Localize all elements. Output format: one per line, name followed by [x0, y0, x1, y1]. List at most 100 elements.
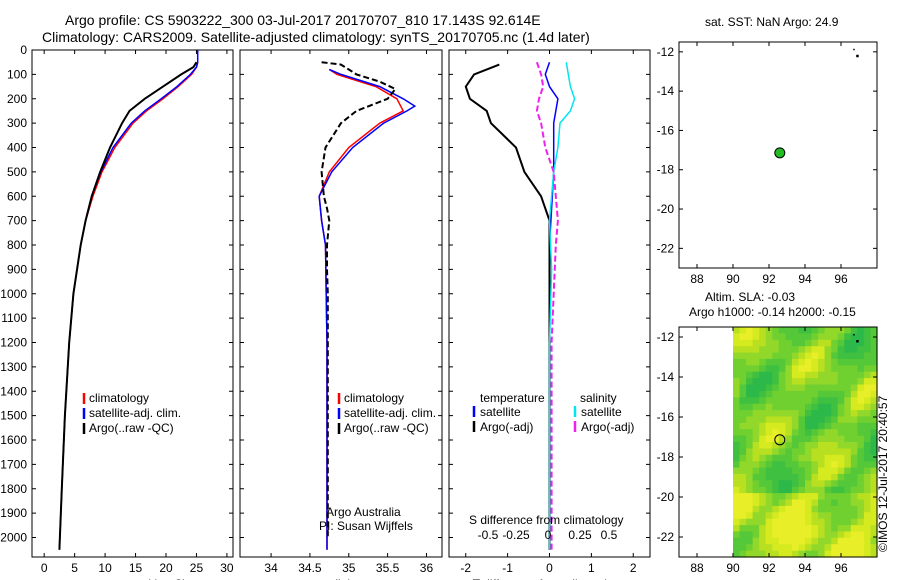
sla-cell	[811, 352, 819, 360]
sla-cell	[805, 403, 813, 411]
sla-cell	[818, 333, 826, 341]
sla-cell	[752, 422, 760, 430]
sla-cell	[857, 550, 865, 558]
legend-label: Argo(-adj)	[480, 420, 533, 434]
sla-cell	[772, 397, 780, 405]
sla-cell	[863, 416, 871, 424]
sla-cell	[733, 505, 741, 513]
sla-cell	[837, 352, 845, 360]
sla-cell	[844, 525, 852, 533]
sla-cell	[772, 371, 780, 379]
sla-cell	[811, 480, 819, 488]
sla-cell	[772, 486, 780, 494]
sla-cell	[857, 544, 865, 552]
sla-cell	[778, 512, 786, 520]
sla-cell	[785, 378, 793, 386]
sla-cell	[765, 525, 773, 533]
depth-tick-label: 1100	[1, 311, 27, 325]
sla-cell	[844, 410, 852, 418]
sla-cell	[818, 512, 826, 520]
sst-map-title: sat. SST: NaN Argo: 24.9	[705, 15, 839, 29]
sla-cell	[818, 435, 826, 443]
sla-cell	[844, 333, 852, 341]
sla-cell	[765, 339, 773, 347]
sla-cell	[765, 448, 773, 456]
sla-cell	[746, 435, 754, 443]
sla-cell	[785, 518, 793, 526]
sla-cell	[785, 416, 793, 424]
x-tick-label: 2	[630, 561, 637, 575]
x-tick-label: 35	[342, 561, 356, 575]
sla-cell	[811, 333, 819, 341]
sla-cell	[805, 352, 813, 360]
sla-cell	[778, 403, 786, 411]
sla-cell	[870, 505, 878, 513]
sla-cell	[772, 525, 780, 533]
map-x-tick-label: 94	[798, 272, 812, 286]
sla-cell	[837, 422, 845, 430]
sla-cell	[759, 531, 767, 539]
sla-cell	[785, 537, 793, 545]
sla-cell	[811, 339, 819, 347]
sla-cell	[733, 544, 741, 552]
sla-cell	[805, 480, 813, 488]
depth-tick-label: 300	[7, 116, 27, 130]
x-tick-label: -2	[460, 561, 471, 575]
sla-cell	[863, 339, 871, 347]
sla-cell	[791, 473, 799, 481]
sla-cell	[857, 448, 865, 456]
sla-cell	[791, 505, 799, 513]
legend-label: climatology	[344, 391, 404, 405]
sla-cell	[837, 403, 845, 411]
sla-cell	[733, 461, 741, 469]
sla-cell	[863, 390, 871, 398]
sla-cell	[778, 518, 786, 526]
sla-cell	[785, 384, 793, 392]
sla-cell	[733, 327, 741, 334]
sla-cell	[791, 461, 799, 469]
sla-cell	[811, 442, 819, 449]
sla-cell	[785, 461, 793, 469]
sla-cell	[844, 346, 852, 354]
sla-cell	[752, 327, 760, 334]
sla-cell	[765, 531, 773, 539]
sla-cell	[831, 403, 839, 411]
sla-cell	[759, 429, 767, 437]
sla-cell	[818, 499, 826, 507]
sla-cell	[857, 397, 865, 405]
sla-cell	[733, 339, 741, 347]
sla-cell	[805, 378, 813, 386]
sla-cell	[824, 442, 832, 449]
sla-cell	[811, 454, 819, 462]
sla-cell	[798, 473, 806, 481]
sla-cell	[857, 403, 865, 411]
sla-cell	[733, 378, 741, 386]
sla-cell	[772, 499, 780, 507]
sla-cell	[844, 390, 852, 398]
sla-cell	[791, 365, 799, 373]
sla-cell	[778, 352, 786, 360]
sla-cell	[850, 473, 858, 481]
sla-cell	[837, 480, 845, 488]
sla-cell	[818, 461, 826, 469]
sla-cell	[791, 429, 799, 437]
note-argo-australia: Argo Australia	[326, 505, 401, 519]
sla-cell	[759, 550, 767, 558]
sla-cell	[850, 461, 858, 469]
sla-cell	[798, 416, 806, 424]
sla-cell	[791, 486, 799, 494]
island-marker	[856, 340, 859, 343]
sla-cell	[765, 435, 773, 443]
sla-cell	[772, 346, 780, 354]
sla-cell	[791, 499, 799, 507]
sla-cell	[765, 512, 773, 520]
map-x-tick-label: 88	[690, 561, 704, 575]
sla-cell	[831, 397, 839, 405]
sla-cell	[791, 537, 799, 545]
sla-cell	[837, 339, 845, 347]
sla-cell	[772, 493, 780, 501]
sla-cell	[765, 467, 773, 475]
sla-cell	[863, 544, 871, 552]
sla-cell	[844, 403, 852, 411]
sla-cell	[837, 467, 845, 475]
